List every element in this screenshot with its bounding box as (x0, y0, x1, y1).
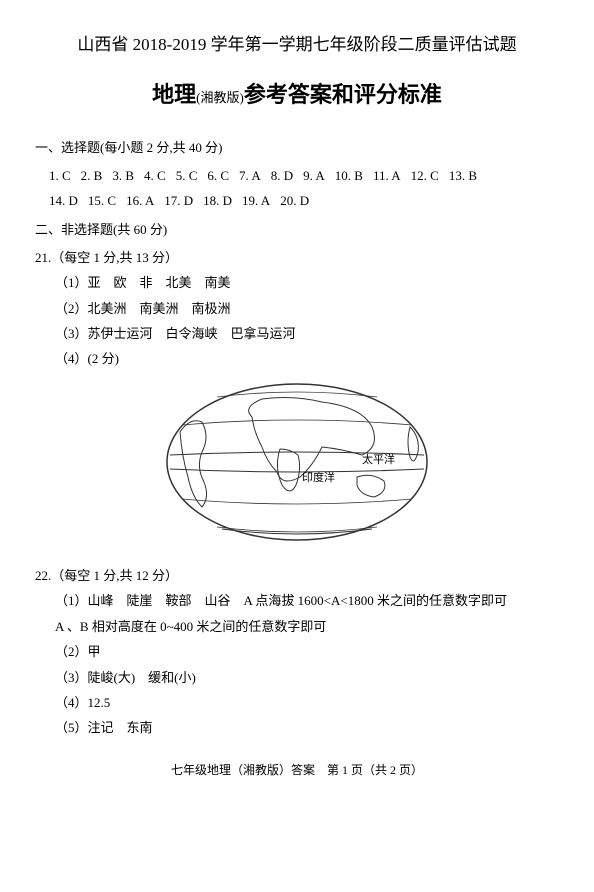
mc-answer-item: 19. A (242, 193, 270, 208)
q22-answer5: （5）注记 东南 (35, 716, 559, 739)
world-map-figure: 太平洋 印度洋 (35, 377, 559, 554)
mc-answer-item: 9. A (303, 168, 325, 183)
mc-answer-item: 1. C (49, 168, 71, 183)
mc-answer-item: 3. B (112, 168, 134, 183)
mc-answer-item: 13. B (449, 168, 477, 183)
q21-head: 21.（每空 1 分,共 13 分） (35, 246, 559, 269)
mc-answer-item: 11. A (373, 168, 401, 183)
page-title-line1: 山西省 2018-2019 学年第一学期七年级阶段二质量评估试题 (35, 30, 559, 61)
mc-answer-item: 10. B (335, 168, 363, 183)
page-title-line2: 地理(湘教版)参考答案和评分标准 (35, 75, 559, 115)
mc-answers-row2: 14. D 15. C 16. A 17. D 18. D 19. A 20. D (35, 189, 559, 212)
q22-answer4: （4）12.5 (35, 691, 559, 714)
mc-answer-item: 5. C (176, 168, 198, 183)
section2-heading: 二、非选择题(共 60 分) (35, 218, 559, 241)
q22-answer1b: A 、B 相对高度在 0~400 米之间的任意数字即可 (35, 615, 559, 638)
map-label-pacific: 太平洋 (362, 452, 395, 466)
mc-answer-item: 4. C (144, 168, 166, 183)
mc-answer-item: 12. C (411, 168, 439, 183)
q22-answer2: （2）甲 (35, 640, 559, 663)
edition-note: (湘教版) (196, 90, 244, 105)
q21-answer2: （2）北美洲 南美洲 南极洲 (35, 297, 559, 320)
q21-answer1: （1）亚 欧 非 北美 南美 (35, 271, 559, 294)
mc-answers-row1: 1. C 2. B 3. B 4. C 5. C 6. C 7. A 8. D 9. A 10. … (35, 164, 559, 187)
page-footer: 七年级地理（湘教版）答案 第 1 页（共 2 页） (35, 760, 559, 782)
q22-head: 22.（每空 1 分,共 12 分） (35, 564, 559, 587)
mc-answer-item: 14. D (49, 193, 78, 208)
mc-answer-item: 6. C (207, 168, 229, 183)
doc-type: 参考答案和评分标准 (244, 82, 442, 107)
mc-answer-item: 15. C (88, 193, 116, 208)
mc-answer-item: 8. D (271, 168, 293, 183)
q21-answer3: （3）苏伊士运河 白令海峡 巴拿马运河 (35, 322, 559, 345)
mc-answer-item: 2. B (81, 168, 103, 183)
q22-answer1: （1）山峰 陡崖 鞍部 山谷 A 点海拔 1600<A<1800 米之间的任意数… (35, 589, 559, 612)
mc-answer-item: 18. D (203, 193, 232, 208)
section1-heading: 一、选择题(每小题 2 分,共 40 分) (35, 136, 559, 159)
mc-answer-item: 17. D (164, 193, 193, 208)
q21-answer4: （4）(2 分) (35, 347, 559, 370)
q22-answer3: （3）陡峻(大) 缓和(小) (35, 666, 559, 689)
mc-answer-item: 20. D (280, 193, 309, 208)
subject-name: 地理 (152, 82, 196, 107)
map-label-indian: 印度洋 (302, 470, 335, 484)
mc-answer-item: 7. A (239, 168, 261, 183)
mc-answer-item: 16. A (126, 193, 154, 208)
world-map-svg: 太平洋 印度洋 (162, 377, 432, 547)
